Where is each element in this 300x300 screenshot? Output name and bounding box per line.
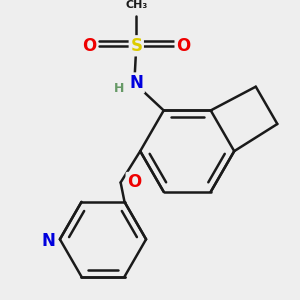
Text: N: N — [129, 74, 143, 92]
Text: CH₃: CH₃ — [125, 0, 147, 10]
Text: O: O — [176, 37, 190, 55]
Text: H: H — [113, 82, 124, 95]
Text: N: N — [41, 232, 55, 250]
Text: S: S — [130, 37, 142, 55]
Text: O: O — [82, 37, 96, 55]
Text: O: O — [127, 173, 142, 191]
